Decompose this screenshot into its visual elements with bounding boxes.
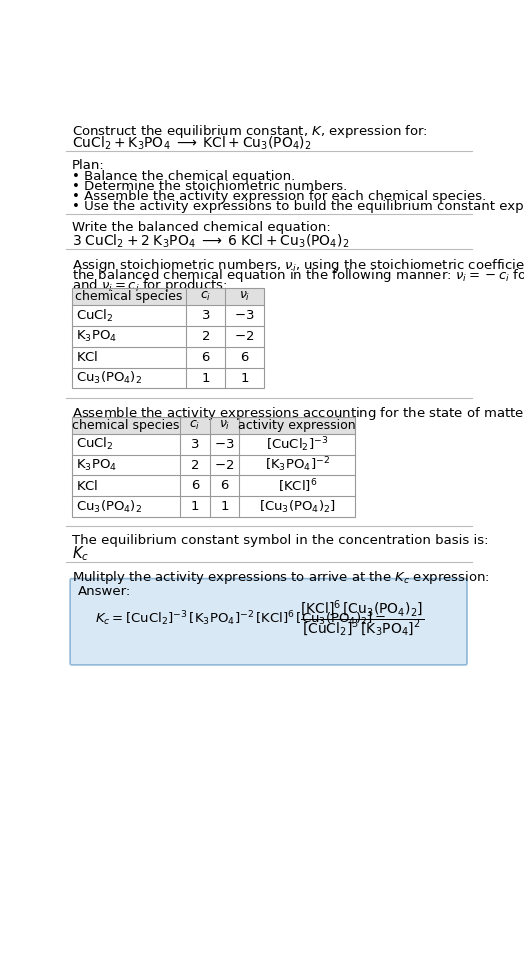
Text: chemical species: chemical species	[72, 419, 180, 432]
Text: $[\mathrm{CuCl_2}]^{-3}$: $[\mathrm{CuCl_2}]^{-3}$	[266, 434, 329, 454]
Text: Assemble the activity expressions accounting for the state of matter and $\nu_i$: Assemble the activity expressions accoun…	[72, 406, 524, 422]
Text: $\mathrm{K_3PO_4}$: $\mathrm{K_3PO_4}$	[77, 457, 117, 473]
Text: $\mathrm{Cu_3(PO_4)_2}$: $\mathrm{Cu_3(PO_4)_2}$	[77, 370, 143, 386]
Text: $\dfrac{[\mathrm{KCl}]^{6}\,[\mathrm{Cu_3(PO_4)_2}]}{[\mathrm{CuCl_2}]^{3}\,[\ma: $\dfrac{[\mathrm{KCl}]^{6}\,[\mathrm{Cu_…	[300, 598, 424, 639]
Text: Answer:: Answer:	[78, 585, 131, 597]
Text: $[\mathrm{K_3PO_4}]^{-2}$: $[\mathrm{K_3PO_4}]^{-2}$	[265, 456, 330, 475]
Text: $\nu_i$: $\nu_i$	[239, 291, 250, 303]
Text: 2: 2	[191, 458, 199, 472]
Text: $\mathrm{CuCl_2}$: $\mathrm{CuCl_2}$	[77, 308, 114, 324]
Bar	[72, 496, 355, 517]
Text: Write the balanced chemical equation:: Write the balanced chemical equation:	[72, 222, 331, 234]
Text: • Balance the chemical equation.: • Balance the chemical equation.	[72, 170, 295, 183]
Text: $\mathrm{KCl}$: $\mathrm{KCl}$	[77, 479, 99, 493]
Bar	[72, 417, 355, 517]
Text: 2: 2	[202, 330, 210, 343]
Text: $c_i$: $c_i$	[200, 291, 211, 303]
Text: chemical species: chemical species	[75, 291, 183, 303]
Text: Plan:: Plan:	[72, 159, 104, 172]
Bar	[72, 367, 264, 388]
Text: 3: 3	[191, 437, 199, 451]
Text: $-3$: $-3$	[234, 309, 255, 322]
Text: $-2$: $-2$	[234, 330, 255, 343]
Bar	[72, 305, 264, 326]
Text: 6: 6	[191, 480, 199, 492]
Text: and $\nu_i = c_i$ for products:: and $\nu_i = c_i$ for products:	[72, 277, 227, 293]
Text: activity expression: activity expression	[238, 419, 356, 432]
Text: $K_c$: $K_c$	[72, 545, 89, 564]
Text: $\mathrm{CuCl_2}$: $\mathrm{CuCl_2}$	[77, 436, 114, 453]
Text: 3: 3	[202, 309, 210, 322]
FancyBboxPatch shape	[70, 578, 467, 665]
Bar	[72, 289, 264, 388]
Bar	[72, 455, 355, 476]
Bar	[72, 417, 355, 433]
Text: the balanced chemical equation in the following manner: $\nu_i = -c_i$ for react: the balanced chemical equation in the fo…	[72, 267, 524, 284]
Text: • Use the activity expressions to build the equilibrium constant expression.: • Use the activity expressions to build …	[72, 199, 524, 213]
Bar	[72, 347, 264, 367]
Text: 1: 1	[241, 371, 249, 385]
Bar	[72, 326, 264, 347]
Bar	[72, 433, 355, 455]
Text: $c_i$: $c_i$	[189, 419, 201, 432]
Text: $\mathrm{3\;CuCl_2 + 2\;K_3PO_4 \;\longrightarrow\; 6\;KCl + Cu_3(PO_4)_2}$: $\mathrm{3\;CuCl_2 + 2\;K_3PO_4 \;\longr…	[72, 232, 349, 249]
Text: • Assemble the activity expression for each chemical species.: • Assemble the activity expression for e…	[72, 190, 486, 202]
Text: 6: 6	[202, 351, 210, 363]
Text: Assign stoichiometric numbers, $\nu_i$, using the stoichiometric coefficients, $: Assign stoichiometric numbers, $\nu_i$, …	[72, 257, 524, 273]
Text: 6: 6	[241, 351, 249, 363]
Text: 6: 6	[220, 480, 228, 492]
Text: $[\mathrm{Cu_3(PO_4)_2}]$: $[\mathrm{Cu_3(PO_4)_2}]$	[259, 499, 336, 515]
Text: $[\mathrm{KCl}]^{6}$: $[\mathrm{KCl}]^{6}$	[278, 477, 317, 495]
Text: The equilibrium constant symbol in the concentration basis is:: The equilibrium constant symbol in the c…	[72, 534, 488, 547]
Bar	[72, 476, 355, 496]
Text: $K_c = [\mathrm{CuCl_2}]^{-3}\,[\mathrm{K_3PO_4}]^{-2}\,[\mathrm{KCl}]^{6}\,[\ma: $K_c = [\mathrm{CuCl_2}]^{-3}\,[\mathrm{…	[95, 609, 386, 628]
Text: 1: 1	[202, 371, 210, 385]
Text: $\nu_i$: $\nu_i$	[219, 419, 230, 432]
Text: $-3$: $-3$	[214, 437, 235, 451]
Text: $\mathrm{Cu_3(PO_4)_2}$: $\mathrm{Cu_3(PO_4)_2}$	[77, 499, 143, 515]
Text: $\mathrm{KCl}$: $\mathrm{KCl}$	[77, 350, 99, 364]
Text: $-2$: $-2$	[214, 458, 234, 472]
Text: 1: 1	[191, 501, 199, 513]
Text: $\mathrm{CuCl_2 + K_3PO_4 \;\longrightarrow\; KCl + Cu_3(PO_4)_2}$: $\mathrm{CuCl_2 + K_3PO_4 \;\longrightar…	[72, 134, 311, 152]
Text: $\mathrm{K_3PO_4}$: $\mathrm{K_3PO_4}$	[77, 329, 117, 344]
Text: Construct the equilibrium constant, $K$, expression for:: Construct the equilibrium constant, $K$,…	[72, 123, 428, 140]
Bar	[72, 289, 264, 305]
Text: Mulitply the activity expressions to arrive at the $K_c$ expression:: Mulitply the activity expressions to arr…	[72, 570, 489, 586]
Text: 1: 1	[220, 501, 228, 513]
Text: • Determine the stoichiometric numbers.: • Determine the stoichiometric numbers.	[72, 179, 347, 193]
